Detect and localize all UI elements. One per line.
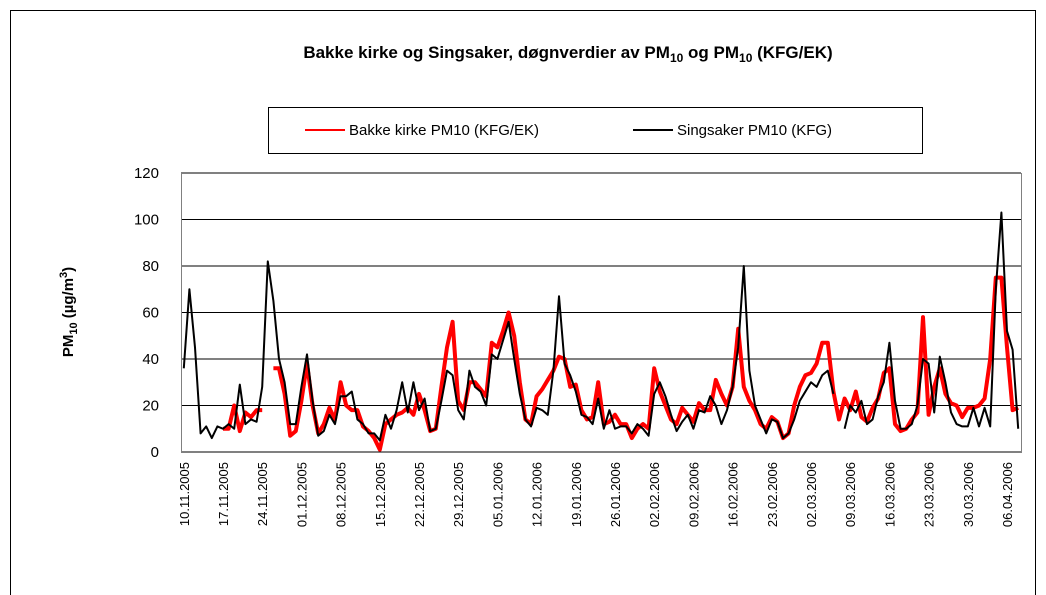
y-tick-label: 40 xyxy=(142,351,159,368)
x-tick-label: 16.02.2006 xyxy=(726,462,741,527)
title-sub: 10 xyxy=(739,51,753,65)
x-tick-label: 19.01.2006 xyxy=(569,462,584,527)
x-tick-label: 09.03.2006 xyxy=(843,462,858,527)
legend-box xyxy=(268,107,923,154)
x-tick-label: 30.03.2006 xyxy=(961,462,976,527)
title-part: og PM xyxy=(683,43,739,62)
x-tick-label: 02.02.2006 xyxy=(647,462,662,527)
x-tick-label: 24.11.2005 xyxy=(255,462,270,526)
x-tick-label: 15.12.2005 xyxy=(373,462,388,527)
legend-label: Singsaker PM10 (KFG) xyxy=(677,122,832,139)
x-tick-label: 23.02.2006 xyxy=(765,462,780,527)
x-tick-label: 06.04.2006 xyxy=(1000,462,1015,527)
x-tick-label: 12.01.2006 xyxy=(530,462,545,527)
y-axis-label: PM10 (µg/m3) xyxy=(58,267,80,357)
legend-label: Bakke kirke PM10 (KFG/EK) xyxy=(349,122,539,139)
x-tick-label: 29.12.2005 xyxy=(451,462,466,527)
x-tick-label: 10.11.2005 xyxy=(177,462,192,526)
ylabel-sup: 3 xyxy=(58,272,70,278)
y-tick-label: 60 xyxy=(142,305,159,322)
y-tick-label: 0 xyxy=(151,444,159,461)
ylabel-sub: 10 xyxy=(68,322,80,334)
x-tick-label: 23.03.2006 xyxy=(922,462,937,527)
ylabel-part: (µg/m xyxy=(60,278,77,322)
y-tick-label: 120 xyxy=(134,165,159,182)
x-tick-label: 22.12.2005 xyxy=(412,462,427,527)
x-tick-label: 01.12.2005 xyxy=(294,462,309,527)
x-tick-label: 16.03.2006 xyxy=(882,462,897,527)
x-tick-label: 02.03.2006 xyxy=(804,462,819,527)
ylabel-part: ) xyxy=(60,267,77,272)
y-tick-label: 20 xyxy=(142,398,159,415)
plot-area xyxy=(181,173,1022,453)
series-line xyxy=(182,211,1020,442)
ylabel-part: PM xyxy=(60,335,77,358)
title-part: Bakke kirke og Singsaker, døgnverdier av… xyxy=(303,43,670,62)
x-tick-label: 05.01.2006 xyxy=(490,462,505,527)
x-tick-label: 09.02.2006 xyxy=(686,462,701,527)
x-tick-label: 17.11.2005 xyxy=(216,462,231,526)
y-tick-label: 80 xyxy=(142,258,159,275)
title-part: (KFG/EK) xyxy=(752,43,832,62)
y-tick-label: 100 xyxy=(134,212,159,229)
chart-title: Bakke kirke og Singsaker, døgnverdier av… xyxy=(303,43,832,65)
x-tick-label: 26.01.2006 xyxy=(608,462,623,527)
title-sub: 10 xyxy=(670,51,684,65)
x-tick-label: 08.12.2005 xyxy=(334,462,349,527)
